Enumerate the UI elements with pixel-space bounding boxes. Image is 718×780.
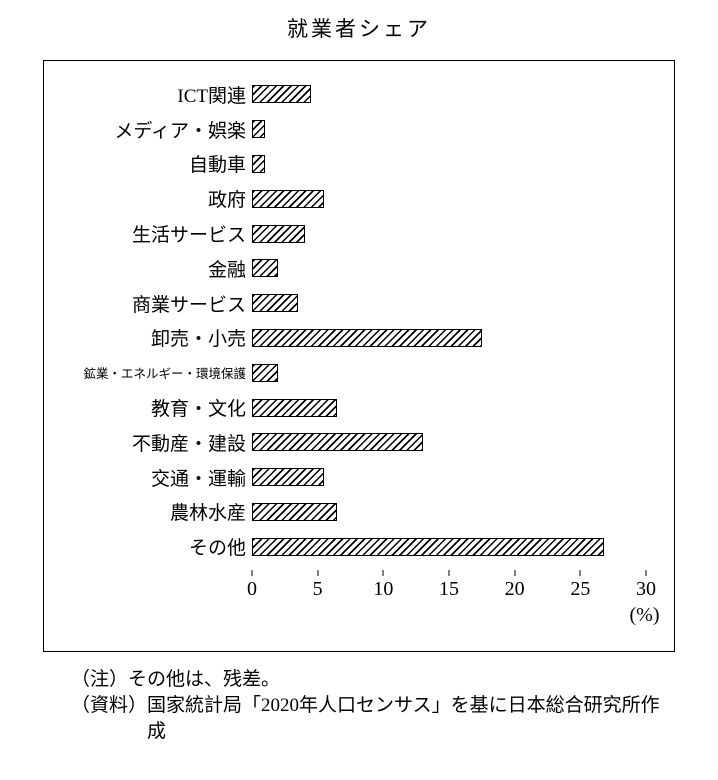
bar-area bbox=[252, 495, 646, 530]
bar-area bbox=[252, 355, 646, 390]
bar-row: 生活サービス bbox=[44, 216, 674, 251]
bar bbox=[252, 363, 279, 382]
category-label: 金融 bbox=[207, 259, 246, 281]
x-axis-tick-mark bbox=[382, 570, 384, 577]
category-label: 交通・運輸 bbox=[150, 468, 246, 490]
x-axis-tick-mark bbox=[251, 570, 253, 577]
bar-row: 鉱業・エネルギー・環境保護 bbox=[44, 355, 674, 390]
x-axis-tick-mark bbox=[645, 570, 647, 577]
category-label: 卸売・小売 bbox=[150, 329, 246, 351]
note1-label: （注） bbox=[71, 669, 129, 690]
bar bbox=[252, 502, 338, 521]
bar-row: 自動車 bbox=[44, 147, 674, 182]
bar-area bbox=[252, 425, 646, 460]
bar-row: 商業サービス bbox=[44, 286, 674, 321]
x-axis-tick-label: 15 bbox=[439, 578, 459, 601]
bar-row: その他 bbox=[44, 529, 674, 564]
category-label: 政府 bbox=[207, 190, 246, 212]
note-line-2: （資料） 国家統計局「2020年人口センサス」を基に日本総合研究所作成 bbox=[71, 693, 667, 745]
category-label: 教育・文化 bbox=[150, 399, 246, 421]
x-axis-area: (%) 0 5 10 15 20 25 30 bbox=[247, 570, 659, 632]
x-axis-tick-mark bbox=[448, 570, 450, 577]
x-axis-tick-mark bbox=[317, 570, 319, 577]
bar-row: 金融 bbox=[44, 251, 674, 286]
category-label: 商業サービス bbox=[131, 294, 246, 316]
x-axis-tick-mark bbox=[579, 570, 581, 577]
category-label: 農林水産 bbox=[169, 503, 246, 525]
bar-row: 不動産・建設 bbox=[44, 425, 674, 460]
category-label: メディア・娯楽 bbox=[114, 120, 246, 142]
bar-area bbox=[252, 216, 646, 251]
bar-area bbox=[252, 181, 646, 216]
bar bbox=[252, 537, 604, 556]
bar-area bbox=[252, 321, 646, 356]
bar-rows: ICT関連メディア・娯楽自動車政府生活サービス金融商業サービス卸売・小売鉱業・エ… bbox=[44, 77, 674, 564]
x-axis-tick-label: 25 bbox=[570, 578, 591, 601]
axis-spacer bbox=[44, 570, 252, 632]
category-label: ICT関連 bbox=[177, 85, 246, 107]
x-axis-tick-label: 10 bbox=[373, 578, 394, 601]
chart-frame: ICT関連メディア・娯楽自動車政府生活サービス金融商業サービス卸売・小売鉱業・エ… bbox=[43, 60, 675, 652]
bar-row: 政府 bbox=[44, 181, 674, 216]
note2-label: （資料） bbox=[71, 695, 148, 717]
x-axis-tick-label: 0 bbox=[247, 578, 257, 601]
category-label: その他 bbox=[188, 538, 246, 560]
category-label: 不動産・建設 bbox=[131, 433, 246, 455]
x-axis: (%) 0 5 10 15 20 25 30 bbox=[44, 570, 674, 632]
notes: （注） その他は、残差。 （資料） 国家統計局「2020年人口センサス」を基に日… bbox=[71, 667, 667, 746]
bar bbox=[252, 85, 312, 104]
bar-area bbox=[252, 529, 646, 564]
bar-row: メディア・娯楽 bbox=[44, 112, 674, 147]
bar bbox=[252, 189, 325, 208]
bar-area bbox=[252, 112, 646, 147]
chart-title: 就業者シェア bbox=[287, 17, 431, 41]
bar bbox=[252, 328, 482, 347]
bar bbox=[252, 120, 266, 139]
bar-row: 卸売・小売 bbox=[44, 321, 674, 356]
category-label: 生活サービス bbox=[131, 225, 246, 247]
bar-area bbox=[252, 147, 646, 182]
bar-area bbox=[252, 390, 646, 425]
x-axis-unit-label: (%) bbox=[629, 604, 660, 627]
bar-row: 教育・文化 bbox=[44, 390, 674, 425]
x-axis-tick-label: 30 bbox=[636, 578, 656, 601]
bar bbox=[252, 294, 298, 313]
note2-text: 国家統計局「2020年人口センサス」を基に日本総合研究所作成 bbox=[147, 695, 660, 743]
category-label: 鉱業・エネルギー・環境保護 bbox=[83, 367, 246, 382]
bar bbox=[252, 224, 305, 243]
x-axis-tick-label: 20 bbox=[504, 578, 525, 601]
note1-text: その他は、残差。 bbox=[128, 669, 281, 690]
bar bbox=[252, 154, 266, 173]
bar-area bbox=[252, 77, 646, 112]
bar-row: ICT関連 bbox=[44, 77, 674, 112]
bar-area bbox=[252, 251, 646, 286]
bar-area bbox=[252, 286, 646, 321]
bar-row: 農林水産 bbox=[44, 495, 674, 530]
note-line-1: （注） その他は、残差。 bbox=[71, 667, 667, 693]
x-axis-tick-label: 5 bbox=[312, 578, 323, 601]
bar bbox=[252, 433, 423, 452]
bar bbox=[252, 468, 325, 487]
bar-row: 交通・運輸 bbox=[44, 460, 674, 495]
category-label: 自動車 bbox=[188, 155, 246, 177]
x-axis-tick-mark bbox=[514, 570, 516, 577]
bar-area bbox=[252, 460, 646, 495]
bar bbox=[252, 259, 279, 278]
bar bbox=[252, 398, 338, 417]
